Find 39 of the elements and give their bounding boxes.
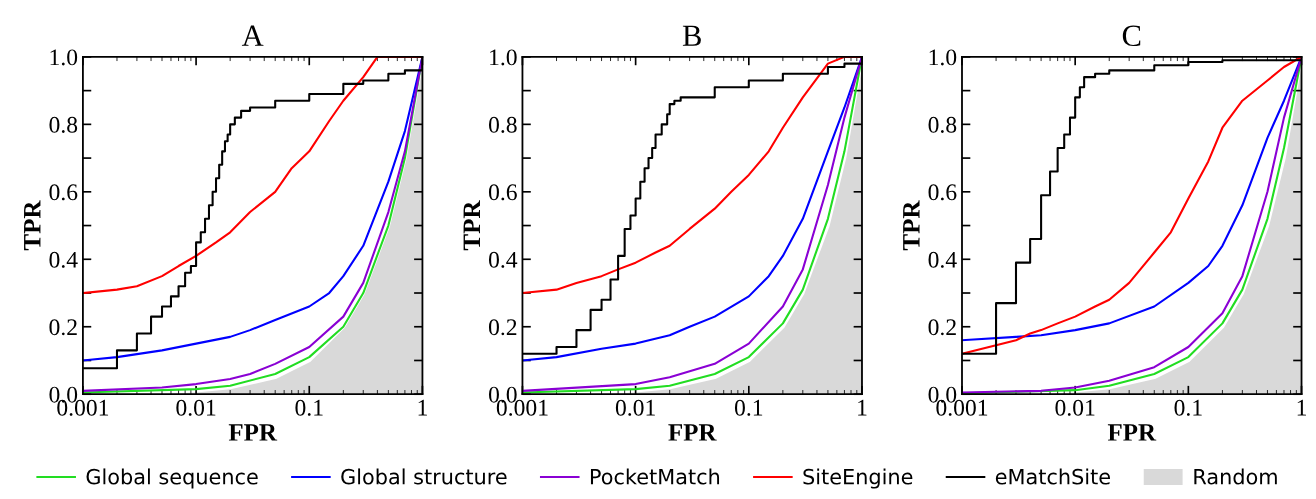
chart-title: A [241,25,264,46]
x-tick-label: 1 [858,399,867,416]
x-tick-label: 0.1 [295,399,323,416]
legend-label: PocketMatch [590,468,720,485]
chart-title: C [1122,25,1141,47]
y-tick-label: 1.0 [929,49,957,66]
x-tick-label: 0.01 [615,399,655,416]
x-tick-label: 1 [418,399,427,416]
x-axis-title: FPR [1107,424,1157,441]
y-tick-label: 0.6 [49,184,78,201]
y-tick-label: 0.8 [488,116,517,133]
y-axis-title: TPR [903,200,920,251]
y-tick-label: 0.2 [488,319,517,336]
y-axis-title: TPR [24,200,41,251]
legend-label: SiteEngine [803,468,913,489]
y-tick-label: 0.2 [928,319,956,336]
y-tick-label: 0.2 [49,319,77,336]
x-tick-label: 1 [1297,399,1307,416]
y-tick-label: 0.8 [928,116,957,133]
x-tick-label: 0.01 [176,399,216,416]
y-tick-label: 0.4 [928,251,957,268]
y-axis-title: TPR [463,200,480,251]
x-tick-label: 0.01 [1055,399,1095,416]
y-tick-label: 0.8 [49,116,78,133]
y-tick-label: 0.4 [49,251,78,268]
y-tick-label: 0.6 [488,184,517,201]
x-axis-title: FPR [668,424,717,441]
y-tick-label: 1.0 [50,49,78,66]
legend-label: eMatchSite [995,468,1110,485]
legend-label: Random [1194,468,1277,485]
legend-label: Global sequence [86,468,258,489]
x-axis-title: FPR [228,424,278,441]
y-tick-label: 0.4 [488,251,518,268]
legend-label: Global structure [341,468,507,485]
chart-title: B [682,25,701,46]
x-tick-label: 0.1 [1174,399,1202,416]
x-tick-label: 0.1 [734,399,763,416]
y-tick-label: 0.6 [928,184,957,201]
y-tick-label: 1.0 [490,49,517,66]
